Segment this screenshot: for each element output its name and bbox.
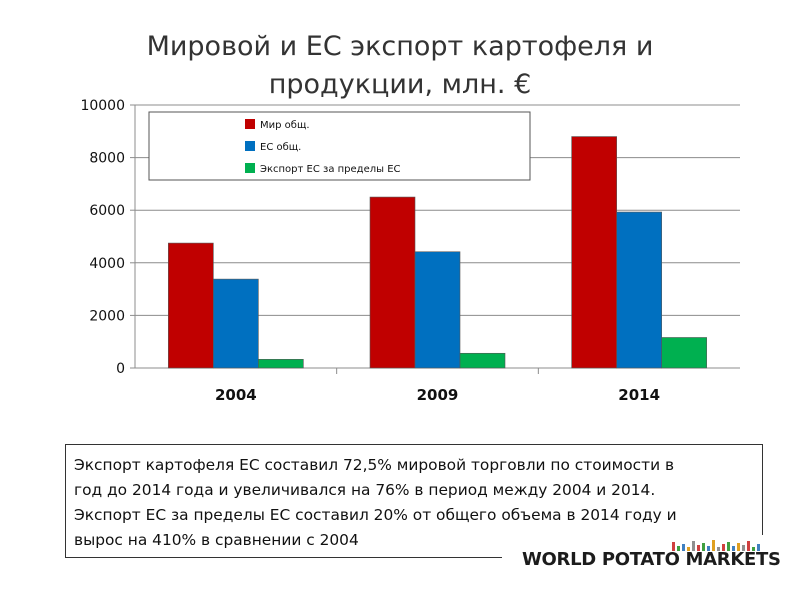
brand-bar <box>697 545 700 551</box>
legend-label-1: Мир общ. <box>260 120 310 131</box>
legend-swatch-2 <box>245 141 255 151</box>
brand-bar <box>742 545 745 551</box>
brand-text: WORLD POTATO MARKETS <box>522 549 781 570</box>
bar-1-2014 <box>571 136 617 369</box>
brand-bar <box>672 542 675 551</box>
y-tick-label: 8000 <box>89 151 125 167</box>
y-tick-label: 6000 <box>89 203 125 219</box>
x-tick-label: 2004 <box>215 386 257 404</box>
bar-chart: 0 2000 4000 6000 8000 10000 2004 2009 2014 Мир о… <box>80 98 740 404</box>
brand-bar <box>702 543 705 551</box>
legend-swatch-1 <box>245 119 255 129</box>
legend: Мир общ. ЕС общ. Экспорт ЕС за пределы ЕС <box>148 111 531 181</box>
x-tick-label: 2014 <box>618 386 660 404</box>
brand-bar <box>682 544 685 551</box>
legend-swatch-3 <box>245 163 255 173</box>
bars <box>168 136 707 369</box>
note-line-3: Экспорт ЕС за пределы ЕС составил 20% от… <box>74 506 677 524</box>
brand-logo: WORLD POTATO MARKETS <box>502 535 781 580</box>
brand-bar <box>757 544 760 551</box>
brand-bar <box>687 547 690 551</box>
legend-label-3: Экспорт ЕС за пределы ЕС <box>260 164 401 175</box>
note-line-2: год до 2014 года и увеличивался на 76% в… <box>74 481 656 499</box>
chart-title: Мировой и ЕС экспорт картофеля и продукц… <box>140 28 660 104</box>
bar-2-2009 <box>414 251 461 369</box>
bar-3-2009 <box>459 352 506 369</box>
legend-box <box>148 111 531 181</box>
brand-bar <box>712 540 715 551</box>
bar-1-2004 <box>168 242 214 369</box>
bar-2-2004 <box>213 278 259 369</box>
brand-bar <box>722 544 725 551</box>
brand-bar <box>747 541 750 551</box>
brand-bar <box>717 547 720 551</box>
y-tick-label: 0 <box>116 361 125 377</box>
chart-title-line-1: Мировой и ЕС экспорт картофеля и <box>146 31 654 62</box>
brand-bars-icon <box>672 540 760 551</box>
y-tick-label: 10000 <box>80 98 125 114</box>
bar-2-2014 <box>616 211 662 369</box>
brand-bar <box>677 546 680 551</box>
bar-3-2004 <box>258 359 304 369</box>
x-tick-label: 2009 <box>417 386 459 404</box>
brand-bar <box>737 543 740 551</box>
note-line-1: Экспорт картофеля ЕС составил 72,5% миро… <box>74 456 675 474</box>
chart-title-line-2: продукции, млн. € <box>268 69 532 100</box>
brand-bar <box>692 541 695 551</box>
y-tick-label: 2000 <box>89 308 125 324</box>
y-tick-label: 4000 <box>89 256 125 272</box>
bar-1-2009 <box>369 196 416 369</box>
legend-label-2: ЕС общ. <box>260 142 301 153</box>
brand-bar <box>707 546 710 551</box>
brand-bar <box>732 546 735 551</box>
brand-bar <box>727 542 730 551</box>
note-line-4: вырос на 410% в сравнении с 2004 <box>74 531 359 549</box>
brand-bar <box>752 547 755 551</box>
bar-3-2014 <box>661 337 707 369</box>
axes: 0 2000 4000 6000 8000 10000 2004 2009 2014 <box>80 98 740 404</box>
